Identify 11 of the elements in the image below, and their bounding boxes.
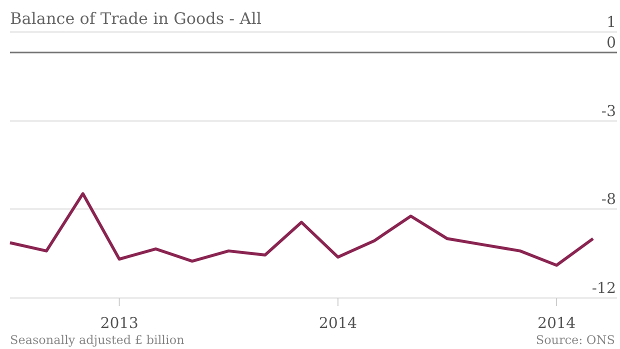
x-tick-label: 2013 bbox=[100, 314, 138, 332]
chart-title: Balance of Trade in Goods - All bbox=[10, 9, 262, 28]
text: Seasonally adjusted £ billion bbox=[10, 333, 185, 347]
y-tick-label: -12 bbox=[592, 279, 616, 297]
y-tick-label: 0 bbox=[606, 33, 616, 52]
y-tick-label: 1 bbox=[606, 13, 616, 31]
x-tick-label: 2014 bbox=[318, 314, 358, 332]
x-tick-label: 2014 bbox=[537, 314, 576, 332]
source-note: Source: ONS bbox=[536, 333, 615, 347]
y-tick-label: -8 bbox=[601, 190, 616, 208]
y-tick-label: -3 bbox=[601, 102, 616, 120]
